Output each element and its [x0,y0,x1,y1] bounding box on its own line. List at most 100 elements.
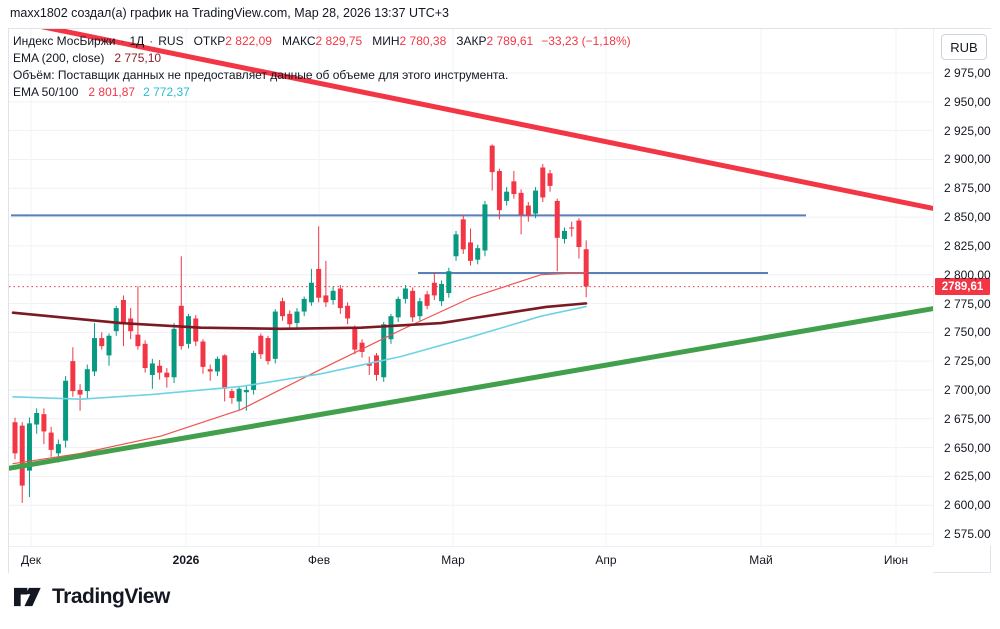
candle-body [135,334,141,347]
ohlc-field-value: 2 789,61 [486,34,534,48]
candle [207,364,213,381]
candle [26,417,32,498]
candle [554,198,560,272]
price-axis-label: 2 975,00 [944,66,991,80]
candle [229,388,235,404]
separator: · [149,34,154,48]
legend-volume-row[interactable]: Объём: Поставщик данных не предоставляет… [13,67,631,84]
legend-symbol-row[interactable]: Индекс МосБиржи · 1Д · RUS ОТКР2 822,09 М… [13,33,631,50]
ascending-support-trendline[interactable] [9,306,933,471]
candle [193,315,199,347]
ohlc-field-value: 2 780,38 [399,34,447,48]
candle-body [207,369,213,372]
candle-body [511,181,517,195]
candle [366,356,372,375]
candle-body [533,190,539,214]
ohlc-field-value: 2 822,09 [225,34,272,48]
candle-body [157,365,163,373]
price-axis-label: 2 700,00 [944,382,991,397]
ema-100-line [12,305,587,400]
candle-body [243,389,249,393]
candle [222,354,228,402]
candle-body [525,205,531,216]
candle [374,353,379,381]
ema200-label: EMA (200, close) [13,51,105,65]
candle-body [265,338,271,362]
ema50-100-label: EMA 50/100 [13,85,79,99]
candle [330,286,336,305]
candle [446,267,452,298]
candle-body [164,372,170,378]
ema200-value: 2 775,10 [114,51,162,65]
candle-body [345,305,351,319]
attribution-text: maxx1802 создал(а) график на TradingView… [10,6,449,20]
candle [496,168,502,220]
candle-body [12,422,18,454]
tradingview-logo-icon [14,587,41,607]
candle [388,313,394,344]
candle [171,323,177,384]
candle [453,230,459,261]
candlestick-chart [9,29,933,546]
candle [142,340,148,373]
candle-body [540,167,546,198]
price-axis-label: 2 725,00 [944,354,991,369]
time-axis-label: Май [749,553,773,567]
candle [410,287,416,322]
price-axis-label: 2 800,00 [944,267,991,282]
candle-body [301,298,307,312]
candle-body [323,295,329,303]
candle [280,297,286,321]
candle [70,347,76,397]
price-axis-label: 2 600,00 [944,498,991,513]
candle-body [294,311,300,324]
candle [439,280,445,306]
price-axis-label: 2 850,00 [944,210,991,225]
candle [214,356,220,377]
candle [475,244,481,265]
candle-body [280,301,286,317]
candle [178,256,184,350]
ohlc-field-label: ЗАКР [456,34,487,48]
ema100-value: 2 772,37 [143,85,190,99]
candle-body [583,249,589,287]
candle-body [99,338,105,347]
ohlc-field-label: ОТКР [193,34,226,48]
candle [113,305,119,336]
candle-body [402,288,408,299]
price-axis-label: 2 575.00 [944,527,991,541]
price-axis-label: 2 625,00 [944,469,991,484]
candle [34,408,40,434]
chart-plot-area[interactable]: Индекс МосБиржи · 1Д · RUS ОТКР2 822,09 М… [9,29,933,546]
candle-body [308,282,314,303]
candle-body [576,220,582,248]
price-axis-label: 2 750,00 [944,325,991,340]
legend-ema200-row[interactable]: EMA (200, close) 2 775,10 [13,50,631,67]
time-axis-label: Фев [307,553,331,567]
time-axis[interactable]: Дек 2026 Фев Мар Апр Май Июн [9,546,933,574]
candle-body [475,248,481,260]
ema50-value: 2 801,87 [88,85,136,99]
candle-body [34,412,40,425]
currency-button[interactable]: RUB [941,34,987,60]
candle-body [77,389,83,395]
legend-ema50-100-row[interactable]: EMA 50/100 2 801,87 2 772,37 [13,84,631,101]
candles [12,144,589,503]
candle [323,260,329,307]
price-axis[interactable]: RUB 2789,61 2 975,00 2 950,00 2 925,00 2 90… [933,29,992,546]
tradingview-logo[interactable]: TradingView [14,584,170,610]
candle [576,218,582,259]
price-axis-label: 2 900,00 [944,152,991,167]
descending-resistance-trendline[interactable] [26,29,933,211]
candle-body [26,423,32,471]
candle-body [193,318,199,342]
candle [569,221,575,237]
chart-legend: Индекс МосБиржи · 1Д · RUS ОТКР2 822,09 М… [13,33,631,101]
candle-body [330,290,336,301]
candle [63,376,69,448]
candle-body [113,308,119,332]
candle-body [547,173,553,186]
candle-body [149,363,155,375]
candle-body [251,353,257,390]
candle-body [496,170,502,211]
